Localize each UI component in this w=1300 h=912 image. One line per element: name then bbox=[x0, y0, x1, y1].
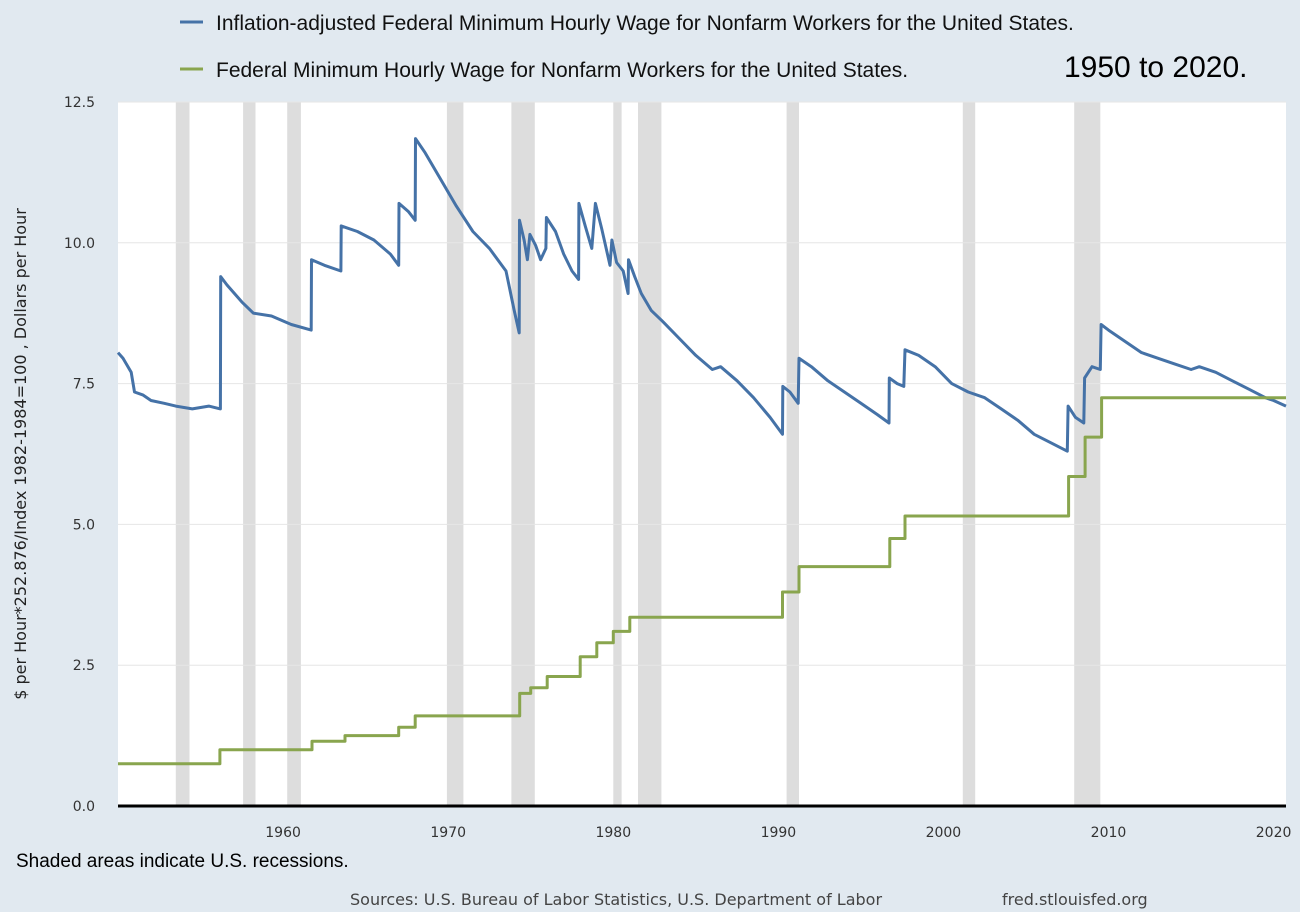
x-tick-label-1980: 1980 bbox=[595, 825, 631, 841]
y-tick-label-1: 2.5 bbox=[73, 658, 95, 674]
y-tick-label-4: 10.0 bbox=[64, 236, 95, 252]
x-tick-label-1960: 1960 bbox=[265, 825, 301, 841]
chart-subtitle: 1950 to 2020. bbox=[1064, 51, 1248, 84]
recession-band-0 bbox=[175, 102, 190, 806]
recession-band-7 bbox=[786, 102, 799, 806]
y-axis-label: $ per Hour*252.876/Index 1982-1984=100 ,… bbox=[11, 208, 30, 700]
recession-band-6 bbox=[638, 102, 662, 806]
grid-lines bbox=[118, 101, 1286, 666]
y-tick-labels: 0.0 2.5 5.0 7.5 10.0 12.5 bbox=[64, 95, 95, 815]
x-tick-label-1970: 1970 bbox=[430, 825, 466, 841]
y-tick-label-5: 12.5 bbox=[64, 95, 95, 111]
recession-band-9 bbox=[1074, 102, 1101, 806]
y-tick-label-0: 0.0 bbox=[73, 799, 95, 815]
series-line-0 bbox=[116, 137, 1287, 453]
x-tick-label-2020: 2020 bbox=[1256, 825, 1292, 841]
y-tick-label-3: 7.5 bbox=[73, 377, 95, 393]
recession-note: Shaded areas indicate U.S. recessions. bbox=[16, 851, 349, 872]
recession-band-8 bbox=[962, 102, 976, 806]
x-tick-label-1990: 1990 bbox=[761, 825, 797, 841]
recession-band-3 bbox=[446, 102, 464, 806]
x-tick-label-2000: 2000 bbox=[926, 825, 962, 841]
recession-band-4 bbox=[511, 102, 535, 806]
recession-band-1 bbox=[243, 102, 256, 806]
y-tick-label-2: 5.0 bbox=[73, 517, 95, 533]
sources-text: Sources: U.S. Bureau of Labor Statistics… bbox=[350, 890, 882, 909]
series-line-1 bbox=[118, 396, 1286, 766]
site-link[interactable]: fred.stlouisfed.org bbox=[1002, 890, 1148, 909]
recession-bands bbox=[175, 102, 1101, 806]
recession-band-5 bbox=[613, 102, 622, 806]
legend-label-nominal: Federal Minimum Hourly Wage for Nonfarm … bbox=[216, 59, 908, 82]
x-tick-labels: 1960 1970 1980 1990 2000 2010 2020 bbox=[265, 825, 1291, 841]
x-tick-label-2010: 2010 bbox=[1091, 825, 1127, 841]
series-lines bbox=[116, 137, 1287, 766]
recession-band-2 bbox=[287, 102, 301, 806]
legend: Inflation-adjusted Federal Minimum Hourl… bbox=[180, 12, 1248, 84]
legend-label-real: Inflation-adjusted Federal Minimum Hourl… bbox=[216, 12, 1074, 35]
